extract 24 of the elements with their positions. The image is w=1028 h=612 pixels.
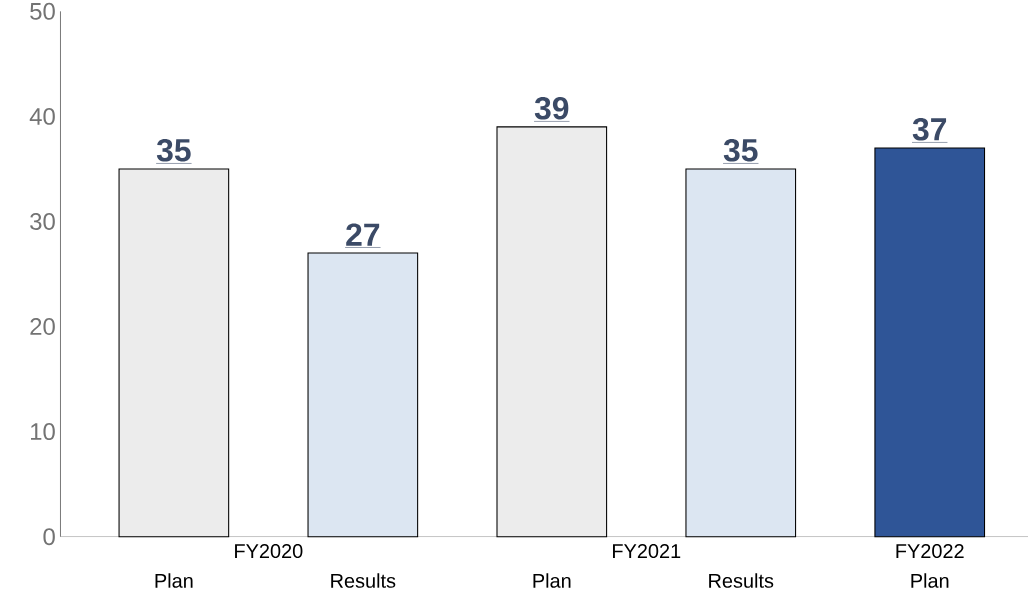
bar: [685, 168, 797, 538]
data-label: 37: [912, 117, 947, 141]
text: FY2020: [235, 543, 303, 558]
bar: [118, 168, 230, 538]
x-tick-label: Plan: [533, 573, 571, 588]
x-tick-label: Results: [331, 573, 396, 588]
bar: [496, 126, 608, 538]
data-label: 39: [534, 96, 569, 120]
data-label: 35: [156, 138, 191, 162]
bar: [874, 147, 986, 538]
y-tick-label: 20: [30, 317, 55, 335]
text: FY2021: [613, 543, 681, 558]
y-tick-label: 10: [31, 423, 55, 440]
x-tick-label: Plan: [911, 573, 949, 588]
bar: [307, 252, 419, 538]
y-tick-label: 40: [29, 107, 55, 125]
x-tick-label: Results: [709, 573, 774, 588]
y-tick-label: 30: [30, 212, 55, 230]
x-tick-label: Plan: [155, 573, 193, 588]
data-label: 27: [346, 223, 380, 246]
y-tick-label: 50: [30, 2, 55, 20]
text: FY2022: [896, 543, 964, 558]
data-label: 35: [723, 138, 758, 162]
y-tick-label: 0: [43, 528, 55, 545]
